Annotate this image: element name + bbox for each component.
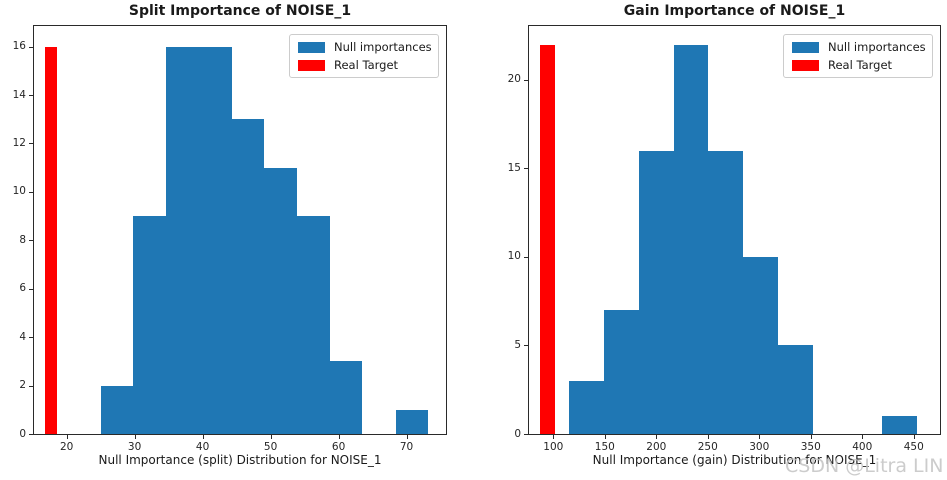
x-tick-mark [811,435,812,439]
x-tick-label: 50 [263,441,278,453]
y-tick-label: 5 [514,338,521,351]
x-tick-label: 450 [903,441,924,453]
null-importance-bar [639,151,674,434]
y-tick-label: 10 [12,185,26,198]
null-importance-bar [569,381,604,434]
x-tick-mark [553,435,554,439]
null-importance-bar [330,361,362,434]
y-tick-mark [29,337,33,338]
y-tick-label: 6 [19,282,26,295]
y-tick-label: 8 [19,233,26,246]
y-tick-mark [29,47,33,48]
legend-label-null-importances: Null importances [828,40,926,54]
x-tick-mark [271,435,272,439]
x-tick-label: 100 [543,441,564,453]
x-tick-label: 20 [59,441,74,453]
y-tick-mark [29,386,33,387]
null-importance-bar [674,45,708,434]
left-chart-legend: Null importances Real Target [289,34,439,78]
y-tick-label: 4 [19,330,26,343]
x-tick-label: 200 [646,441,667,453]
null-importance-bar [396,410,428,434]
x-tick-mark [605,435,606,439]
x-tick-label: 150 [594,441,615,453]
y-tick-label: 12 [12,136,26,149]
y-tick-label: 2 [19,379,26,392]
null-importance-bar [133,216,166,434]
y-tick-mark [29,289,33,290]
y-tick-mark [524,434,528,435]
null-importances-swatch [792,41,819,53]
y-tick-mark [524,257,528,258]
x-tick-mark [862,435,863,439]
x-tick-mark [67,435,68,439]
x-tick-label: 350 [800,441,821,453]
x-tick-label: 250 [697,441,718,453]
null-importance-bar [708,151,743,434]
x-tick-mark [656,435,657,439]
watermark: CSDN @Litra LIN [785,455,944,477]
x-tick-label: 400 [852,441,873,453]
right-chart-axes: Null importances Real Target 100 150 200 25… [508,25,941,453]
x-tick-mark [135,435,136,439]
null-importance-bar [743,257,778,434]
x-tick-mark [759,435,760,439]
null-importance-bar [297,216,330,434]
null-importances-swatch [298,41,325,53]
null-importance-bar [101,386,133,434]
y-tick-label: 10 [507,250,521,263]
left-chart-axes: Null importances Real Target 20 30 40 50 60 7… [13,25,447,453]
legend-item-real-target: Real Target [298,58,430,72]
right-chart-legend: Null importances Real Target [783,34,933,78]
y-tick-label: 0 [514,427,521,440]
y-tick-mark [524,168,528,169]
y-tick-mark [29,192,33,193]
y-tick-label: 20 [507,73,521,86]
right-chart-xlabel: Null Importance (gain) Distribution for … [592,453,877,467]
y-tick-mark [29,240,33,241]
real-target-swatch [792,59,819,71]
x-tick-label: 60 [331,441,346,453]
null-importance-bar [199,47,232,434]
x-tick-label: 30 [127,441,142,453]
legend-label-real-target: Real Target [828,58,893,72]
y-tick-label: 16 [12,40,26,53]
x-tick-mark [407,435,408,439]
y-tick-label: 14 [12,88,26,101]
y-tick-mark [29,434,33,435]
x-tick-label: 300 [749,441,770,453]
x-tick-mark [914,435,915,439]
y-tick-label: 0 [19,427,26,440]
x-tick-label: 70 [399,441,414,453]
null-importance-bar [604,310,639,434]
y-tick-mark [29,143,33,144]
x-tick-label: 40 [195,441,210,453]
y-tick-mark [524,80,528,81]
legend-label-real-target: Real Target [334,58,399,72]
legend-item-real-target: Real Target [792,58,924,72]
null-importance-bar [778,345,813,434]
y-tick-mark [524,345,528,346]
null-importance-bar [232,119,264,434]
real-target-bar [540,45,555,434]
null-importance-bar [882,416,917,434]
x-tick-mark [708,435,709,439]
x-tick-mark [203,435,204,439]
real-target-swatch [298,59,325,71]
right-chart-title: Gain Importance of NOISE_1 [623,3,846,19]
null-importance-bar [166,47,199,434]
x-tick-mark [339,435,340,439]
legend-label-null-importances: Null importances [334,40,432,54]
legend-item-null-importances: Null importances [298,40,432,54]
left-chart-xlabel: Null Importance (split) Distribution for… [98,453,382,467]
left-chart-title: Split Importance of NOISE_1 [128,3,352,19]
legend-item-null-importances: Null importances [792,40,926,54]
y-tick-mark [29,95,33,96]
null-importance-bar [264,168,297,434]
y-tick-label: 15 [507,161,521,174]
real-target-bar [45,47,57,434]
